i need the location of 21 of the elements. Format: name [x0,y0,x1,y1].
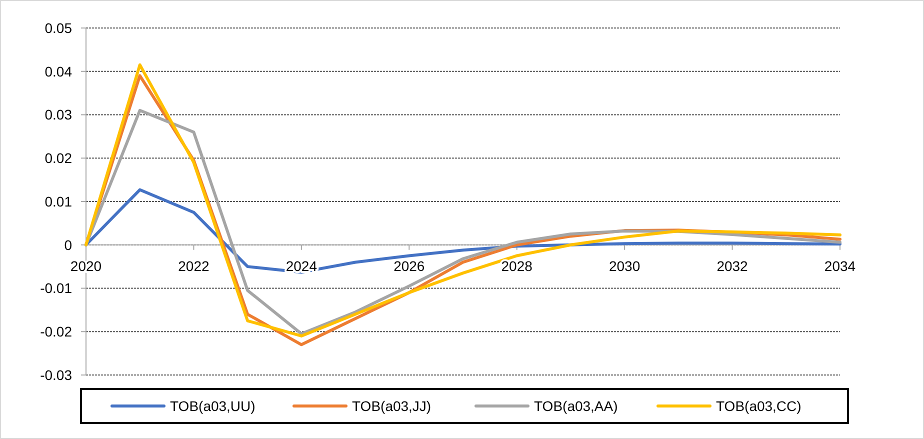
legend-label: TOB(a03,UU) [170,398,256,414]
y-tick-label: -0.01 [40,280,72,296]
y-tick-label: -0.02 [40,324,72,340]
y-tick-label: 0 [64,236,72,253]
x-tick-label: 2026 [394,258,425,274]
y-tick-label: 0.03 [44,106,72,123]
x-tick-label: 2032 [716,258,748,274]
x-tick-label: 2028 [501,258,533,274]
y-tick-label: 0.04 [44,63,72,80]
x-tick-label: 2022 [178,258,210,274]
x-tick-label: 2034 [824,258,856,274]
y-tick-label: 0.02 [44,150,72,166]
x-tick-label: 2024 [286,258,318,274]
x-tick-label: 2030 [608,258,640,274]
y-tick-label: 0.01 [44,193,72,210]
y-tick-label: -0.03 [40,366,72,383]
y-tick-label: 0.05 [44,20,72,36]
legend-label: TOB(a03,CC) [716,398,802,414]
x-tick-label: 2020 [70,258,102,274]
legend-label: TOB(a03,JJ) [352,398,432,414]
legend-label: TOB(a03,AA) [534,398,618,414]
